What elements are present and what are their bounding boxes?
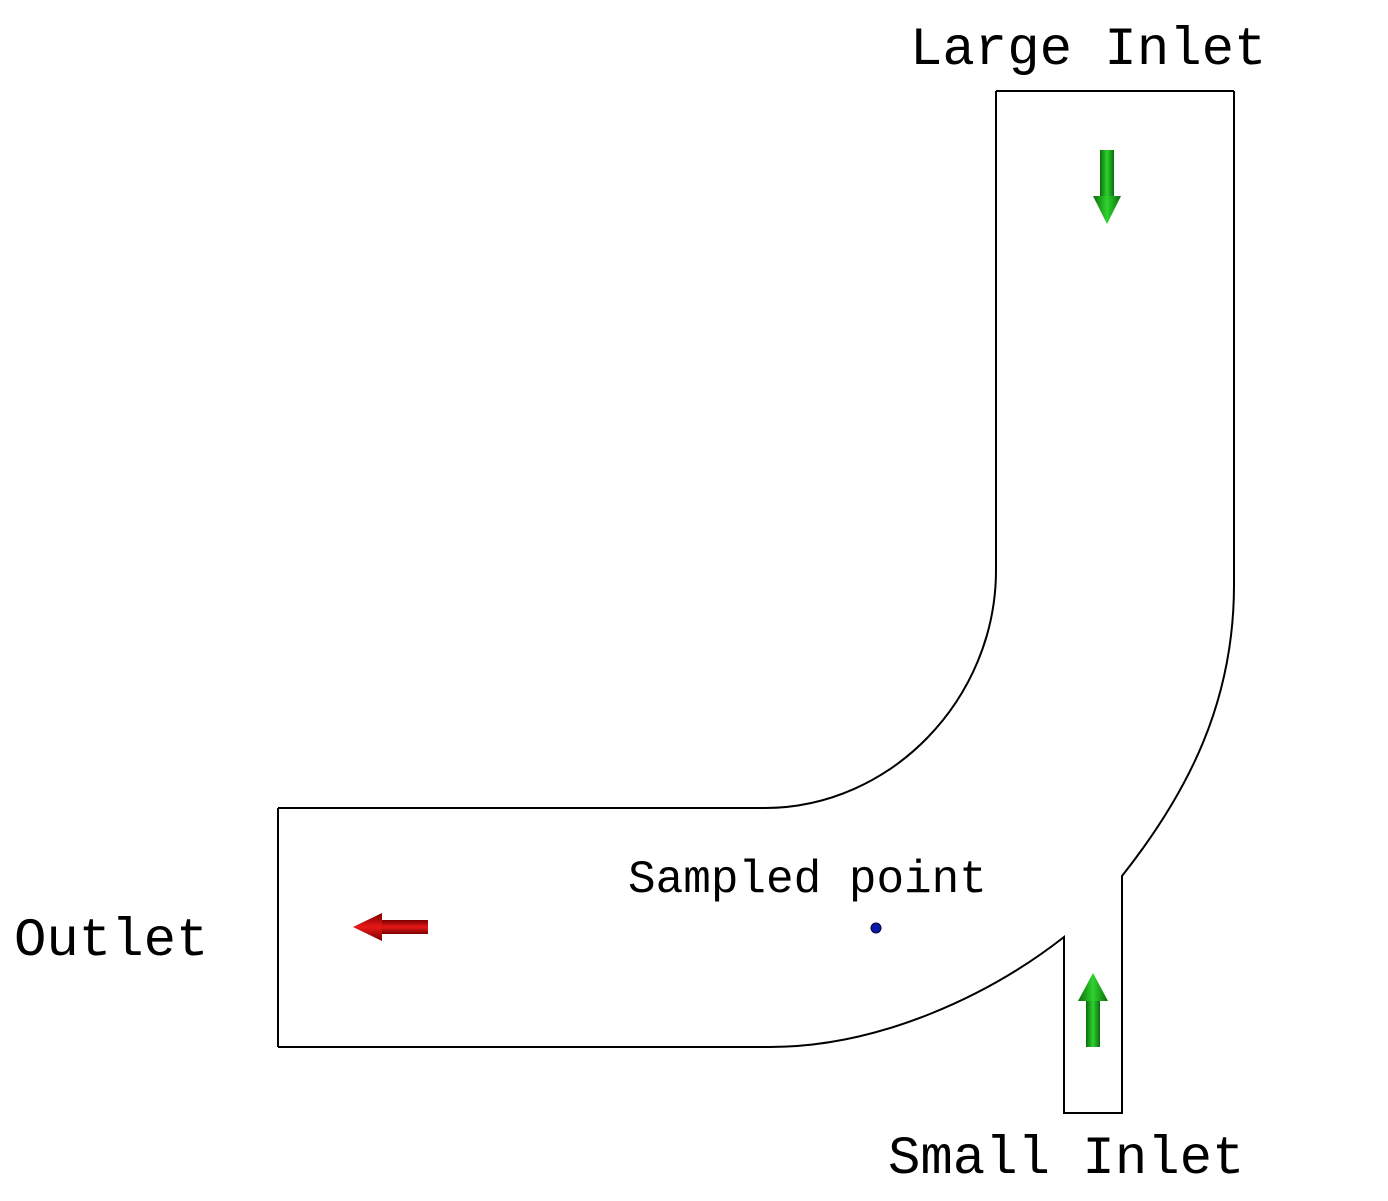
outlet-arrow-icon bbox=[353, 913, 428, 941]
domain-inner-boundary bbox=[278, 91, 997, 809]
small-inlet-label: Small Inlet bbox=[888, 1129, 1245, 1190]
large-inlet-label: Large Inlet bbox=[910, 20, 1267, 81]
domain-outer-boundary bbox=[278, 91, 1235, 1114]
large-inlet-arrow-icon bbox=[1093, 150, 1121, 224]
sampled-point-label: Sampled point bbox=[628, 854, 987, 906]
outlet-label: Outlet bbox=[14, 911, 209, 972]
small-inlet-arrow-icon bbox=[1078, 973, 1108, 1047]
sampled-point-marker bbox=[870, 922, 882, 934]
